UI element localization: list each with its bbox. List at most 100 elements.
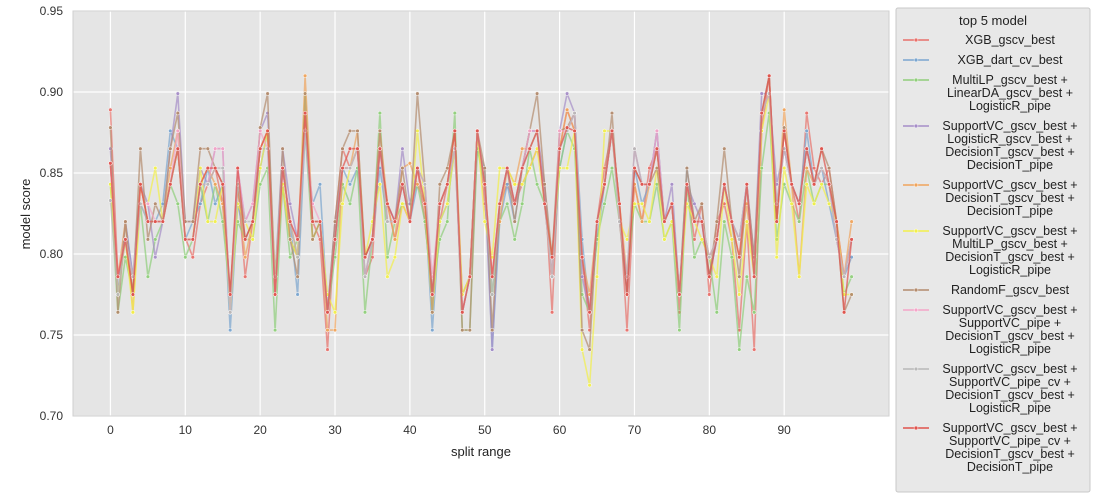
x-tick-label: 0 [107, 423, 114, 437]
data-point [295, 274, 300, 279]
data-point [564, 125, 570, 130]
data-point [213, 165, 218, 171]
data-point [347, 201, 353, 206]
data-point [534, 91, 540, 96]
data-point [707, 274, 712, 279]
data-point [377, 110, 383, 116]
data-point [759, 91, 764, 96]
data-point [564, 91, 570, 96]
data-point [557, 146, 562, 151]
legend: top 5 model XGB_gscv_best XGB_dart_cv_bes… [895, 7, 1091, 493]
y-tick-label: 0.75 [40, 328, 64, 342]
data-point [123, 219, 128, 224]
y-tick-label: 0.85 [40, 166, 64, 180]
data-point [108, 198, 113, 203]
data-point [549, 255, 555, 260]
data-point [579, 255, 585, 260]
data-point [774, 219, 779, 224]
data-point [737, 292, 742, 297]
data-point [587, 383, 592, 388]
x-tick-label: 20 [253, 423, 267, 437]
data-point [415, 91, 420, 96]
data-point [729, 219, 734, 224]
data-point [228, 292, 233, 297]
data-point [115, 310, 121, 315]
data-point [153, 237, 158, 242]
legend-label: MultiLP_gscv_best + [952, 73, 1068, 87]
legend-label: DecisionT_pipe [967, 204, 1053, 218]
data-point [804, 128, 809, 134]
data-point [302, 110, 308, 116]
data-point [355, 128, 360, 134]
data-point [183, 255, 188, 260]
data-point [497, 201, 502, 206]
legend-swatch-marker [913, 425, 919, 431]
data-point [527, 146, 532, 151]
data-point [280, 165, 285, 171]
data-point [549, 274, 555, 279]
data-point [310, 237, 315, 242]
data-point [617, 201, 622, 206]
data-point [639, 219, 645, 224]
legend-label: LogisticR_pipe [969, 401, 1051, 415]
data-point [430, 310, 435, 315]
data-point [602, 128, 607, 134]
data-point [362, 255, 368, 260]
data-point [460, 310, 465, 315]
legend-label: DecisionT_gscv_best + [945, 388, 1075, 402]
data-point [684, 182, 690, 187]
data-point [722, 146, 727, 151]
data-point [145, 274, 151, 279]
data-point [108, 161, 113, 166]
data-point [295, 255, 300, 260]
data-point [505, 165, 510, 171]
data-point [789, 182, 794, 187]
data-point [707, 255, 712, 260]
data-point [422, 182, 428, 187]
data-point [213, 146, 218, 151]
data-point [729, 255, 734, 260]
data-point [198, 201, 203, 206]
data-point [205, 182, 210, 187]
legend-label: SupportVC_pipe_cv + [949, 375, 1071, 389]
data-point [287, 201, 293, 206]
data-point [287, 219, 293, 224]
data-point [594, 274, 600, 279]
data-point [400, 201, 405, 206]
data-point [752, 347, 757, 352]
data-point [175, 146, 180, 151]
legend-entry: SupportVC_gscv_best +DecisionT_gscv_best… [903, 178, 1078, 218]
data-point [811, 182, 817, 187]
data-point [797, 201, 802, 206]
data-point [714, 219, 719, 224]
data-point [744, 219, 749, 224]
data-point [490, 292, 495, 297]
data-point [160, 219, 165, 224]
x-axis-label: split range [451, 444, 511, 459]
data-point [213, 182, 218, 187]
data-point [722, 182, 727, 187]
data-point [826, 201, 832, 206]
data-point [400, 182, 405, 187]
data-point [205, 146, 210, 151]
data-point [175, 128, 180, 134]
data-point [782, 165, 787, 171]
data-point [430, 292, 435, 297]
plot-frame [72, 10, 890, 417]
legend-swatch-marker [913, 307, 919, 313]
y-axis-label: model score [18, 179, 33, 250]
data-point [280, 146, 285, 151]
data-point [362, 310, 368, 315]
data-point [505, 201, 510, 206]
data-point [520, 201, 525, 206]
legend-swatch-marker [913, 182, 919, 188]
data-point [168, 146, 173, 151]
data-point [325, 327, 330, 333]
data-point [639, 201, 645, 206]
legend-swatch-marker [913, 366, 919, 372]
x-tick-labels: 0 10 20 30 40 50 60 70 80 90 [107, 423, 791, 437]
legend-label: RandomF_gscv_best [951, 283, 1070, 297]
legend-label: SupportVC_gscv_best + [942, 303, 1077, 317]
data-point [265, 128, 270, 134]
